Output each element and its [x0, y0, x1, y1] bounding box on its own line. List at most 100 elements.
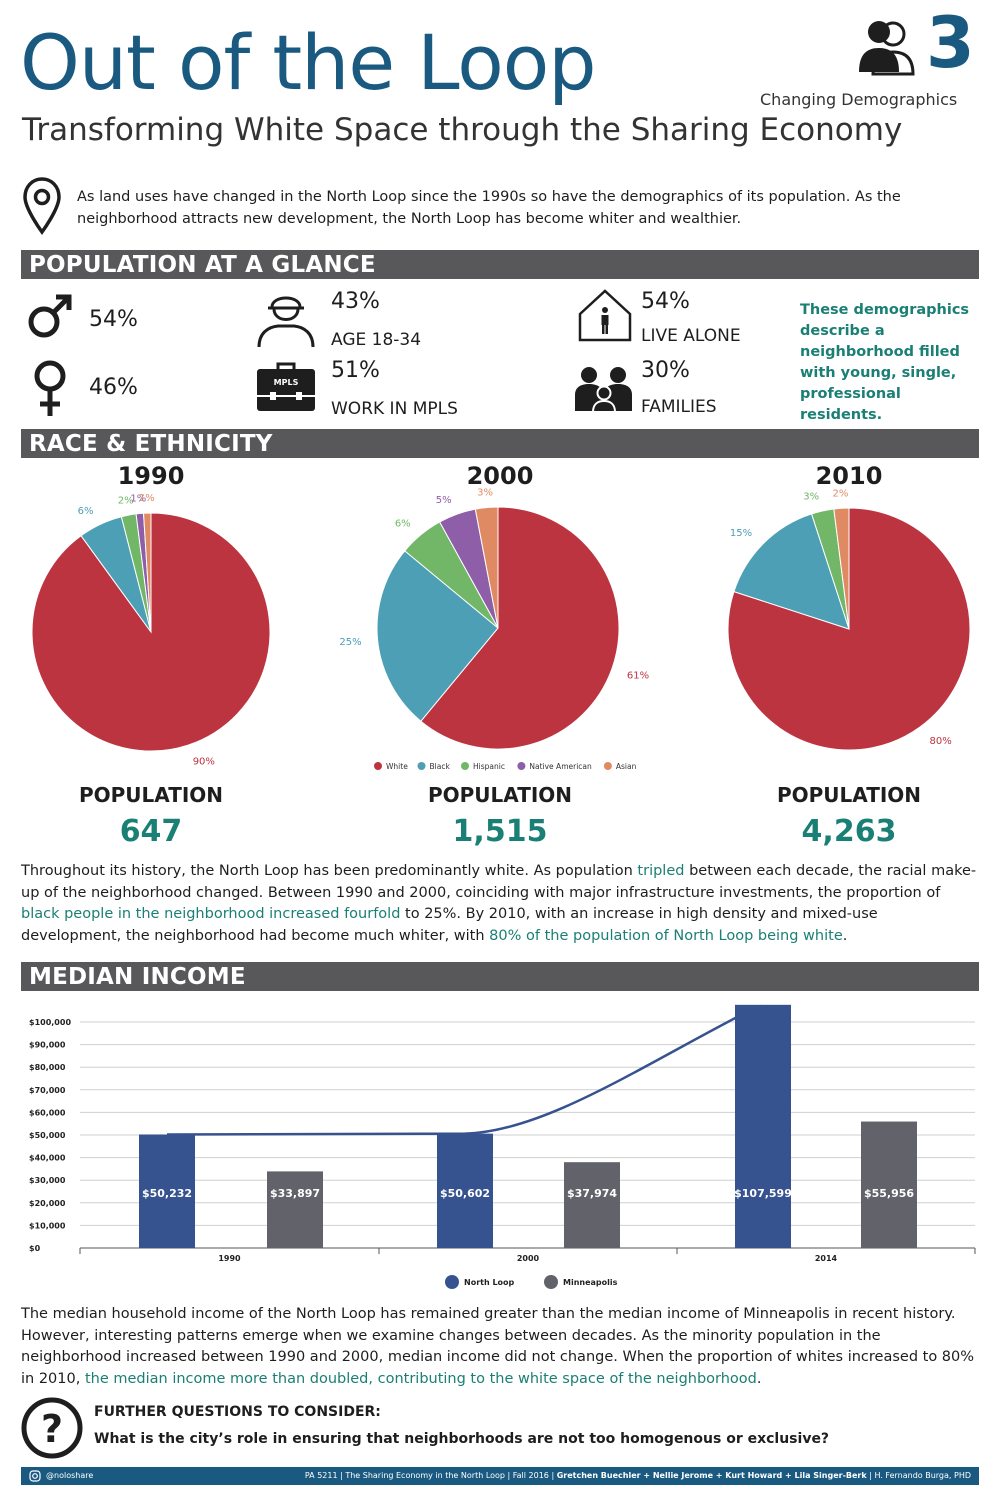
- footer-handle[interactable]: @noloshare: [46, 1471, 94, 1480]
- glance-heading: POPULATION AT A GLANCE: [21, 250, 979, 279]
- population-2000: 1,515: [452, 814, 548, 849]
- legend-label-minneapolis: Minneapolis: [563, 1278, 618, 1287]
- race-pie-charts: 90%6%2%1%1%61%25%6%5%3%80%15%3% 2%White Bl…: [31, 488, 971, 771]
- issue-number: 3: [926, 2, 975, 84]
- year-2000: 2000: [466, 462, 534, 490]
- income-heading: MEDIAN INCOME: [21, 962, 979, 991]
- bar-label-minneapolis-1990: $33,897: [270, 1187, 320, 1200]
- pie-2010-label-black: 15%: [730, 528, 752, 539]
- pie-1990-slice-asian: [142, 512, 152, 633]
- question-icon: ?: [21, 1397, 83, 1459]
- y-tick-label: $0: [29, 1244, 41, 1253]
- page-title: Out of the Loop: [20, 18, 596, 107]
- y-tick-label: $100,000: [29, 1018, 71, 1027]
- y-tick-label: $30,000: [29, 1176, 66, 1185]
- race-paragraph: Throughout its history, the North Loop h…: [21, 863, 977, 944]
- pie-2000-slice-white: [420, 506, 620, 750]
- legend-marker-north-loop: [445, 1275, 459, 1289]
- footer-credits: PA 5211 | The Sharing Economy in the Nor…: [304, 1471, 971, 1480]
- pie-2000-slice-asian: [474, 506, 499, 629]
- income-bar-chart: $0 $10,000 $20,000 $30,000 $40,000 $50,000 $60…: [29, 1004, 976, 1289]
- x-category-2014: 2014: [815, 1254, 838, 1263]
- y-tick-label: $50,000: [29, 1131, 66, 1140]
- female-icon: [34, 360, 66, 416]
- legend-marker-native-american: [517, 762, 526, 770]
- page-subtitle: Transforming White Space through the Sha…: [22, 112, 903, 148]
- bar-minneapolis-2000: [564, 1162, 620, 1248]
- pie-1990-label-hispanic: 2%: [118, 495, 134, 506]
- bar-label-north-loop-1990: $50,232: [142, 1187, 192, 1200]
- legend-label-asian: Asian: [616, 762, 637, 771]
- y-tick-label: $40,000: [29, 1154, 66, 1163]
- pie-2000-label-black: 25%: [339, 637, 361, 648]
- age-pct: 43%: [331, 289, 380, 314]
- families-label: FAMILIES: [641, 397, 717, 417]
- bar-minneapolis-1990: [267, 1171, 323, 1248]
- legend-marker-minneapolis: [544, 1275, 558, 1289]
- y-tick-label: $70,000: [29, 1086, 66, 1095]
- footer: @noloshare PA 5211 | The Sharing Economy…: [21, 1467, 979, 1485]
- intro-text: As land uses have changed in the North L…: [77, 189, 901, 227]
- legend-label-black: Black: [430, 762, 451, 771]
- y-tick-label: $90,000: [29, 1041, 66, 1050]
- pie-2010-label-hispanic: 3%: [803, 491, 819, 502]
- pie-2000-label-asian: 3%: [477, 488, 493, 499]
- legend-marker-white: [374, 762, 382, 770]
- legend-marker-hispanic: [461, 762, 469, 770]
- questions-heading: FURTHER QUESTIONS TO CONSIDER:: [94, 1404, 381, 1420]
- population-2010: 4,263: [801, 814, 897, 849]
- income-trend-arrow: [166, 1007, 754, 1136]
- people-icon: [859, 21, 915, 76]
- y-tick-label: $10,000: [29, 1221, 66, 1230]
- bar-north-loop-2000: [437, 1133, 493, 1248]
- pie-2000-label-native-american: 5%: [436, 495, 452, 506]
- legend-marker-asian: [603, 762, 612, 770]
- pie-2000-label-white: 61%: [627, 670, 649, 681]
- young-adult-icon: [257, 296, 315, 348]
- alone-label: LIVE ALONE: [641, 326, 741, 346]
- population-label-2010: POPULATION: [776, 783, 922, 807]
- legend-label-north-loop: North Loop: [464, 1278, 515, 1287]
- question-text: What is the city’s role in ensuring that…: [94, 1431, 830, 1447]
- pie-2010-slice-black: [733, 513, 850, 630]
- income-paragraph: The median household income of the North…: [21, 1306, 975, 1387]
- bar-label-north-loop-2000: $50,602: [440, 1187, 490, 1200]
- pie-1990-label-asian: 1%: [139, 493, 155, 504]
- population-1990: 647: [119, 814, 183, 849]
- male-icon: [28, 294, 72, 338]
- x-category-2000: 2000: [517, 1254, 540, 1263]
- legend-marker-black: [417, 762, 426, 770]
- male-pct: 54%: [89, 307, 138, 332]
- population-label-1990: POPULATION: [78, 783, 224, 807]
- bar-label-minneapolis-2014: $55,956: [864, 1187, 914, 1200]
- y-tick-label: $60,000: [29, 1108, 66, 1117]
- family-icon: [575, 367, 632, 413]
- legend-label-native-american: Native American: [529, 762, 592, 771]
- glance-note: These demographics describe a neighborho…: [800, 302, 970, 423]
- year-1990: 1990: [117, 462, 185, 490]
- briefcase-icon: MPLS: [257, 362, 315, 411]
- pie-2000-slice-black: [376, 550, 499, 722]
- bar-label-north-loop-2014: $107,599: [734, 1187, 792, 1200]
- work-pct: 51%: [331, 358, 380, 383]
- families-pct: 30%: [641, 358, 690, 383]
- instagram-icon[interactable]: [29, 1470, 41, 1482]
- pie-2000-label-hispanic: 6%: [395, 518, 411, 529]
- bar-north-loop-1990: [139, 1134, 195, 1248]
- y-tick-label: $20,000: [29, 1199, 66, 1208]
- issue-label: Changing Demographics: [760, 90, 958, 109]
- bar-label-minneapolis-2000: $37,974: [567, 1187, 617, 1200]
- female-pct: 46%: [89, 375, 138, 400]
- pie-1990-label-black: 6%: [78, 506, 94, 517]
- legend-label-hispanic: Hispanic: [473, 762, 505, 771]
- svg-text:?: ?: [41, 1407, 63, 1451]
- house-person-icon: [578, 289, 632, 342]
- location-pin-icon: [23, 177, 61, 235]
- work-label: WORK IN MPLS: [331, 399, 458, 419]
- pie-2010-label-white: 80%: [930, 736, 952, 747]
- legend-label-white: White: [386, 762, 408, 771]
- pie-1990-label-native-american: 1%: [130, 494, 146, 505]
- population-label-2000: POPULATION: [427, 783, 573, 807]
- age-label: AGE 18-34: [331, 330, 422, 350]
- income-trend-arrowhead: [748, 1004, 761, 1016]
